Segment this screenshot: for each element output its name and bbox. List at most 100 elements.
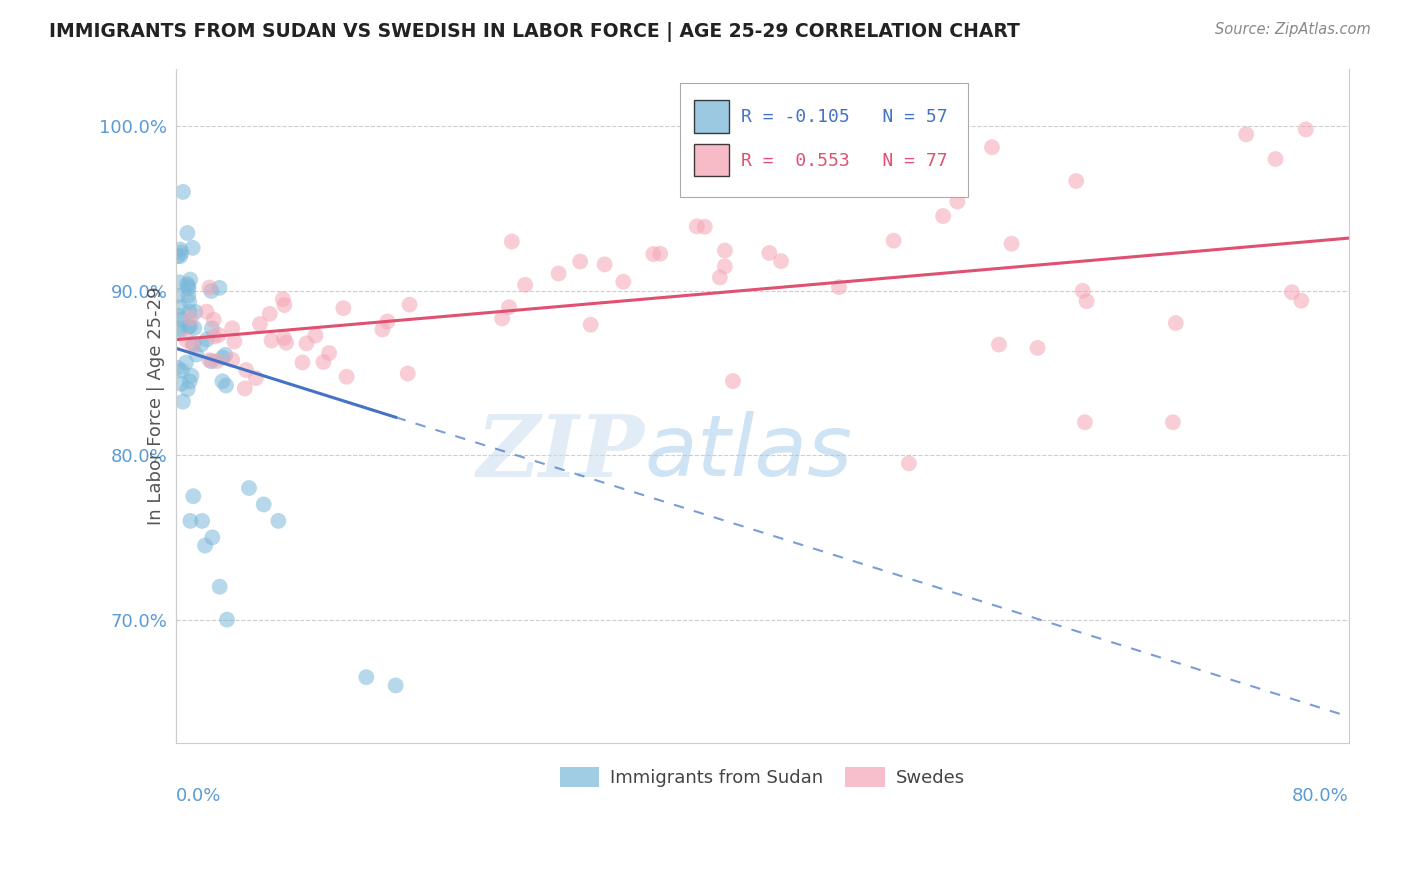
Point bbox=[245, 371, 267, 385]
Point bbox=[177, 279, 200, 293]
Point bbox=[1291, 293, 1313, 308]
Point bbox=[170, 376, 193, 391]
Point bbox=[184, 305, 207, 319]
Point bbox=[498, 300, 520, 314]
Point bbox=[304, 328, 326, 343]
Point bbox=[612, 275, 634, 289]
Point bbox=[713, 260, 735, 274]
Point bbox=[547, 267, 569, 281]
Text: 80.0%: 80.0% bbox=[1292, 787, 1348, 805]
Point bbox=[181, 338, 204, 352]
Point bbox=[291, 355, 314, 369]
Point bbox=[169, 249, 191, 263]
Point bbox=[650, 246, 672, 260]
Point bbox=[190, 337, 212, 351]
Point bbox=[384, 678, 406, 692]
Text: IMMIGRANTS FROM SUDAN VS SWEDISH IN LABOR FORCE | AGE 25-29 CORRELATION CHART: IMMIGRANTS FROM SUDAN VS SWEDISH IN LABO… bbox=[49, 22, 1021, 42]
Point bbox=[176, 333, 198, 347]
Point bbox=[167, 309, 190, 323]
Point bbox=[211, 374, 233, 388]
Legend: Immigrants from Sudan, Swedes: Immigrants from Sudan, Swedes bbox=[553, 759, 972, 795]
Point bbox=[180, 368, 202, 383]
Point bbox=[214, 348, 236, 362]
Point bbox=[579, 318, 602, 332]
Point bbox=[501, 235, 523, 249]
Point bbox=[221, 352, 243, 367]
Point bbox=[1071, 284, 1094, 298]
Point bbox=[183, 336, 205, 351]
Point bbox=[177, 294, 200, 309]
Point bbox=[170, 245, 193, 260]
Point bbox=[180, 310, 202, 325]
Point bbox=[167, 322, 190, 336]
Point bbox=[946, 194, 969, 209]
Point bbox=[211, 351, 233, 365]
Point bbox=[1000, 236, 1022, 251]
Point bbox=[332, 301, 354, 315]
Point bbox=[1264, 152, 1286, 166]
Point bbox=[709, 270, 731, 285]
Point bbox=[758, 246, 780, 260]
Point bbox=[169, 243, 191, 257]
Point bbox=[1076, 294, 1098, 309]
Point bbox=[276, 335, 298, 350]
Point bbox=[200, 284, 222, 298]
Point bbox=[181, 241, 204, 255]
Point bbox=[1295, 122, 1317, 136]
Point bbox=[371, 322, 394, 336]
Point bbox=[166, 249, 188, 263]
FancyBboxPatch shape bbox=[681, 83, 967, 196]
Point bbox=[170, 312, 193, 326]
Point bbox=[273, 331, 295, 345]
Point bbox=[176, 226, 198, 240]
Point bbox=[202, 329, 225, 343]
Point bbox=[177, 319, 200, 334]
Text: R = -0.105   N = 57: R = -0.105 N = 57 bbox=[741, 108, 948, 126]
FancyBboxPatch shape bbox=[695, 145, 730, 177]
Point bbox=[221, 321, 243, 335]
Point bbox=[169, 300, 191, 314]
Point bbox=[569, 254, 592, 268]
Point bbox=[194, 539, 217, 553]
Point bbox=[208, 281, 231, 295]
Point bbox=[253, 498, 276, 512]
Point bbox=[177, 288, 200, 302]
Point bbox=[897, 456, 920, 470]
Point bbox=[179, 375, 201, 389]
Point bbox=[200, 354, 222, 368]
Point bbox=[259, 307, 281, 321]
Point bbox=[202, 312, 225, 326]
Point bbox=[398, 298, 420, 312]
Point bbox=[260, 334, 283, 348]
Point bbox=[377, 314, 399, 328]
Point bbox=[987, 337, 1010, 351]
Point bbox=[177, 281, 200, 295]
Point bbox=[208, 580, 231, 594]
Point bbox=[169, 275, 191, 289]
Point bbox=[271, 292, 294, 306]
Point bbox=[201, 321, 224, 335]
Point bbox=[1164, 316, 1187, 330]
Point bbox=[513, 277, 536, 292]
Point bbox=[174, 355, 197, 369]
Point bbox=[186, 347, 208, 361]
Text: ZIP: ZIP bbox=[477, 411, 645, 495]
Point bbox=[769, 254, 792, 268]
Point bbox=[195, 333, 218, 347]
Point bbox=[295, 336, 318, 351]
Point bbox=[721, 374, 744, 388]
Point bbox=[491, 311, 513, 326]
Point bbox=[593, 257, 616, 271]
Point bbox=[179, 304, 201, 318]
Point bbox=[643, 247, 665, 261]
Point bbox=[195, 304, 218, 318]
Point bbox=[396, 367, 419, 381]
Point bbox=[183, 321, 205, 335]
Point bbox=[166, 360, 188, 375]
Point bbox=[208, 327, 231, 342]
Point bbox=[312, 355, 335, 369]
Point bbox=[1074, 415, 1097, 429]
Text: atlas: atlas bbox=[645, 411, 853, 494]
Point bbox=[273, 298, 295, 312]
Point bbox=[215, 613, 238, 627]
